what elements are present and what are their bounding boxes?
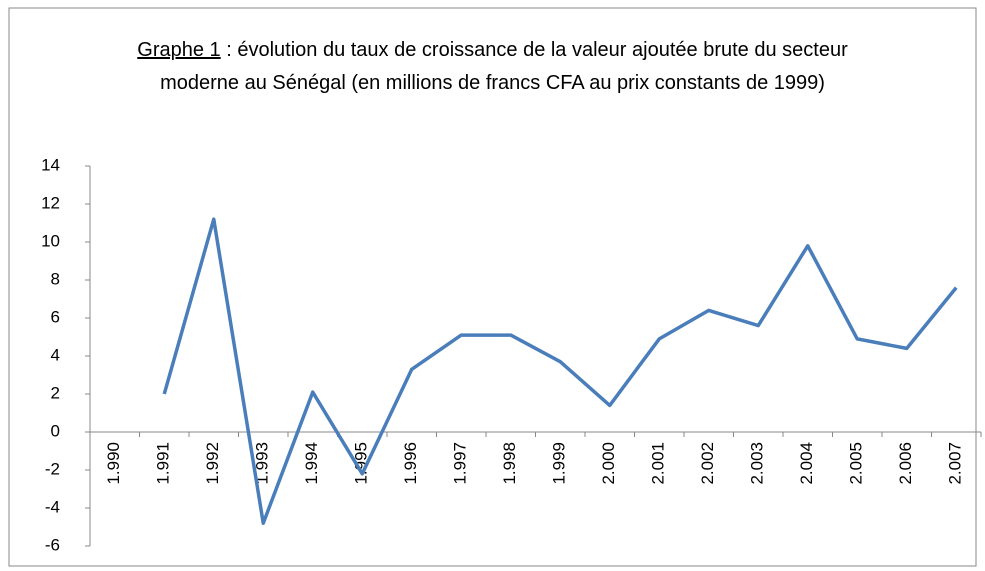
y-tick-label: -2: [45, 459, 60, 478]
x-tick-label: 2.006: [896, 442, 915, 485]
x-tick-label: 1.996: [401, 442, 420, 485]
x-tick-label: 1.993: [253, 442, 272, 485]
y-tick-label: -6: [45, 535, 60, 554]
y-tick-label: 14: [41, 155, 60, 174]
x-tick-label: 2.001: [649, 442, 668, 485]
x-tick-label: 2.004: [797, 442, 816, 485]
chart-border: [8, 7, 977, 567]
line-series: [162, 217, 958, 525]
x-tick-label: 2.007: [946, 442, 965, 485]
x-tick-label: 1.997: [451, 442, 470, 485]
y-tick-label: 2: [51, 383, 60, 402]
title-text: : évolution du taux de croissance de la …: [160, 39, 848, 94]
x-tick-label: 2.002: [698, 442, 717, 485]
x-tick-label: 1.998: [500, 442, 519, 485]
x-tick-label: 2.003: [748, 442, 767, 485]
x-tick-label: 1.995: [352, 442, 371, 485]
x-tick-label: 2.005: [847, 442, 866, 485]
y-tick-label: -4: [45, 497, 60, 516]
y-tick-label: 12: [41, 193, 60, 212]
y-tick-label: 6: [51, 307, 60, 326]
chart-title: Graphe 1 : évolution du taux de croissan…: [100, 34, 885, 100]
y-tick-label: 8: [51, 269, 60, 288]
title-label: Graphe 1: [137, 39, 221, 61]
x-tick-label: 1.990: [104, 442, 123, 485]
y-tick-label: 0: [51, 421, 60, 440]
x-tick-label: 1.991: [154, 442, 173, 485]
y-tick-label: 4: [51, 345, 60, 364]
x-tick-label: 1.992: [203, 442, 222, 485]
x-tick-label: 1.999: [550, 442, 569, 485]
y-tick-label: 10: [41, 231, 60, 250]
x-tick-label: 1.994: [302, 442, 321, 485]
x-tick-label: 2.000: [599, 442, 618, 485]
